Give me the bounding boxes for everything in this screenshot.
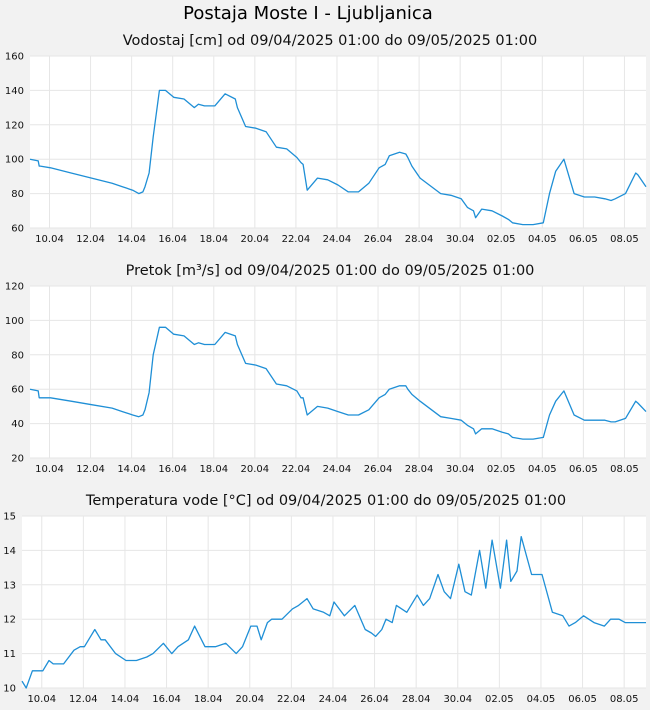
chart-title: Temperatura vode [°C] od 09/04/2025 01:0…	[85, 493, 566, 509]
series-line	[21, 535, 646, 689]
x-tick-label: 06.05	[569, 234, 598, 245]
x-tick-label: 18.04	[194, 694, 223, 705]
x-tick-label: 26.04	[364, 234, 393, 245]
x-tick-label: 14.04	[117, 234, 146, 245]
x-tick-label: 10.04	[35, 464, 64, 475]
x-tick-label: 18.04	[199, 464, 228, 475]
y-tick-label: 11	[3, 649, 16, 660]
x-tick-label: 22.04	[277, 694, 306, 705]
chart-3: Temperatura vode [°C] od 09/04/2025 01:0…	[3, 493, 646, 705]
x-tick-label: 28.04	[405, 464, 434, 475]
chart-title: Pretok [m³/s] od 09/04/2025 01:00 do 09/…	[126, 263, 535, 279]
x-tick-label: 08.05	[610, 234, 639, 245]
plot-area	[30, 56, 646, 228]
chart-1: Vodostaj [cm] od 09/04/2025 01:00 do 09/…	[5, 33, 647, 245]
x-tick-label: 16.04	[158, 234, 187, 245]
x-tick-label: 06.05	[569, 464, 598, 475]
x-tick-label: 12.04	[76, 464, 105, 475]
x-tick-label: 20.04	[241, 464, 270, 475]
y-tick-label: 60	[11, 224, 24, 235]
x-tick-label: 12.04	[76, 234, 105, 245]
x-tick-label: 22.04	[282, 234, 311, 245]
x-tick-label: 24.04	[323, 464, 352, 475]
x-tick-label: 30.04	[443, 694, 472, 705]
x-tick-label: 04.05	[528, 234, 557, 245]
x-tick-label: 14.04	[111, 694, 140, 705]
chart-title: Vodostaj [cm] od 09/04/2025 01:00 do 09/…	[123, 33, 537, 49]
plot-area	[30, 286, 646, 458]
x-tick-label: 28.04	[402, 694, 431, 705]
x-tick-label: 18.04	[199, 234, 228, 245]
x-tick-label: 16.04	[152, 694, 181, 705]
x-tick-label: 08.05	[610, 694, 639, 705]
x-tick-label: 24.04	[319, 694, 348, 705]
x-tick-label: 04.05	[528, 464, 557, 475]
y-tick-label: 140	[5, 86, 24, 97]
x-tick-label: 08.05	[610, 464, 639, 475]
y-tick-label: 160	[5, 52, 24, 63]
x-tick-label: 20.04	[235, 694, 264, 705]
y-tick-label: 10	[3, 684, 16, 695]
y-tick-label: 40	[11, 419, 24, 430]
page-title: Postaja Moste I - Ljubljanica	[183, 3, 433, 24]
x-tick-label: 30.04	[446, 234, 475, 245]
y-tick-label: 120	[5, 120, 24, 131]
x-tick-label: 02.05	[485, 694, 514, 705]
x-tick-label: 10.04	[35, 234, 64, 245]
x-tick-label: 02.05	[487, 464, 516, 475]
x-tick-label: 24.04	[323, 234, 352, 245]
y-tick-label: 12	[3, 615, 16, 626]
y-tick-label: 80	[11, 350, 24, 361]
y-tick-label: 20	[11, 454, 24, 465]
y-tick-label: 13	[3, 580, 16, 591]
x-tick-label: 16.04	[158, 464, 187, 475]
x-tick-label: 10.04	[27, 694, 56, 705]
series-line	[29, 89, 647, 226]
x-tick-label: 12.04	[69, 694, 98, 705]
series-line	[29, 326, 647, 440]
x-tick-label: 26.04	[364, 464, 393, 475]
y-tick-label: 14	[3, 546, 16, 557]
x-tick-label: 04.05	[527, 694, 556, 705]
x-tick-label: 30.04	[446, 464, 475, 475]
y-tick-label: 15	[3, 512, 16, 523]
x-tick-label: 20.04	[241, 234, 270, 245]
chart-2: Pretok [m³/s] od 09/04/2025 01:00 do 09/…	[5, 263, 647, 475]
x-tick-label: 22.04	[282, 464, 311, 475]
y-tick-label: 80	[11, 189, 24, 200]
y-tick-label: 120	[5, 282, 24, 293]
y-tick-label: 60	[11, 385, 24, 396]
x-tick-label: 02.05	[487, 234, 516, 245]
x-tick-label: 26.04	[360, 694, 389, 705]
x-tick-label: 06.05	[568, 694, 597, 705]
y-tick-label: 100	[5, 155, 24, 166]
x-tick-label: 28.04	[405, 234, 434, 245]
x-tick-label: 14.04	[117, 464, 146, 475]
y-tick-label: 100	[5, 316, 24, 327]
